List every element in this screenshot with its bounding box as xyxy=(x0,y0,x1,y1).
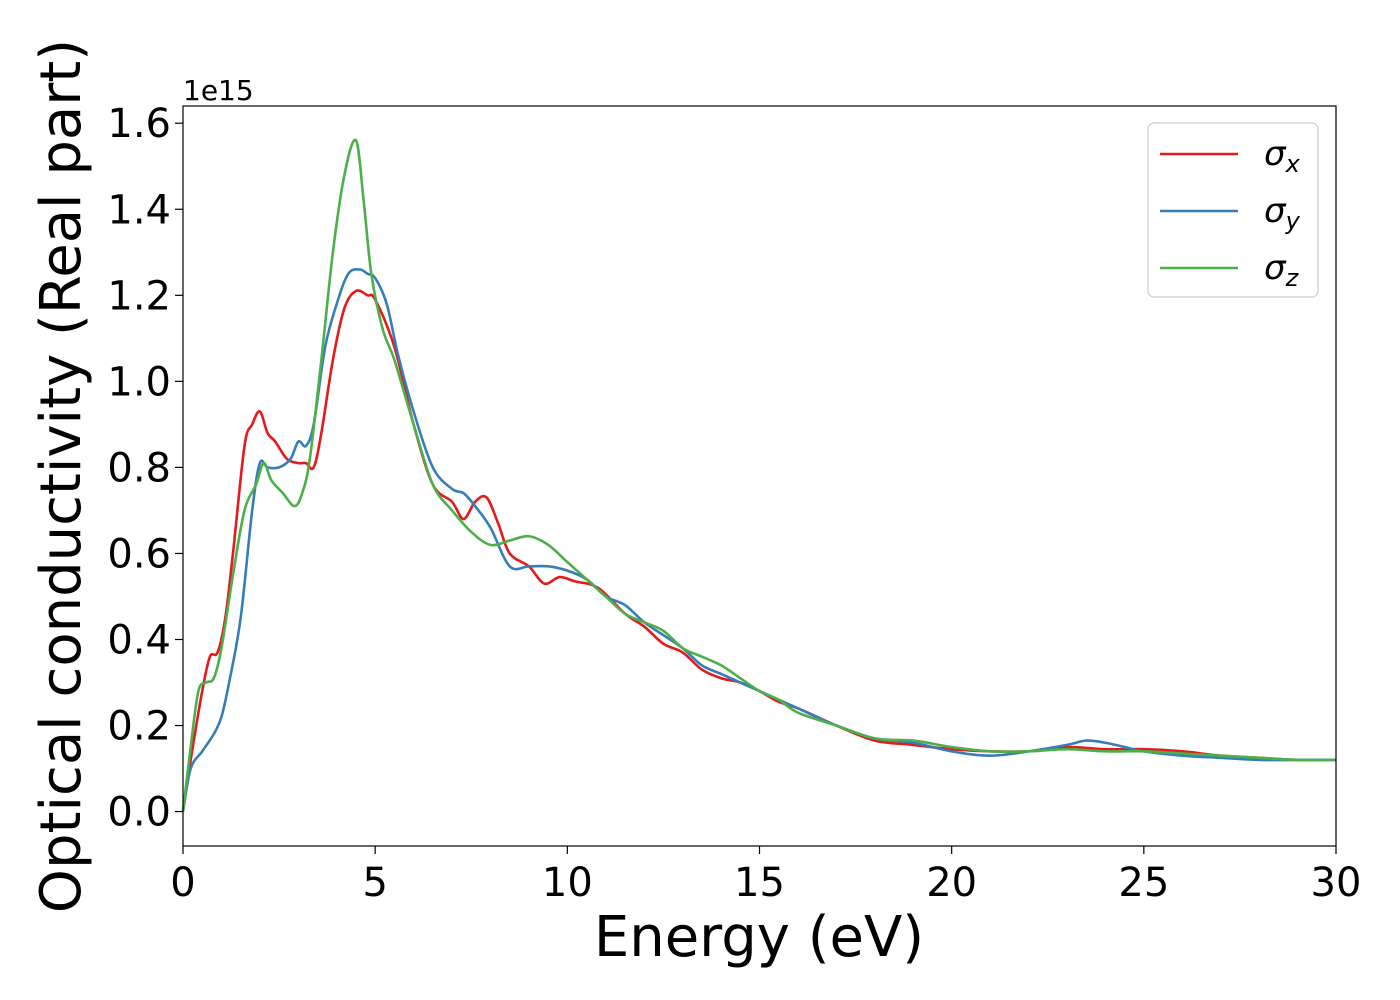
y-axis-title: Optical conductivity (Real part) xyxy=(29,39,94,913)
x-tick-label: 20 xyxy=(926,860,977,906)
x-tick-label: 30 xyxy=(1311,860,1362,906)
y-tick-label: 0.4 xyxy=(107,617,171,663)
x-tick-label: 10 xyxy=(542,860,593,906)
y-tick-label: 1.4 xyxy=(107,187,171,233)
y-tick-label: 1.0 xyxy=(107,359,171,405)
y-tick-label: 0.2 xyxy=(107,704,171,750)
y-tick-label: 0.0 xyxy=(107,790,171,836)
x-tick-label: 15 xyxy=(734,860,785,906)
x-tick-label: 25 xyxy=(1118,860,1169,906)
series-layer xyxy=(181,138,1337,812)
x-tick-label: 5 xyxy=(362,860,387,906)
y-axis: 0.0 0.2 0.4 0.6 0.8 1.0 1.2 1.4 1.6 xyxy=(107,101,183,836)
x-axis: 0 5 10 15 20 25 30 xyxy=(170,846,1361,906)
x-tick-label: 0 xyxy=(170,860,195,906)
legend-label-z: σz xyxy=(1264,248,1300,292)
y-offset-label: 1e15 xyxy=(183,74,254,107)
legend-label-x: σx xyxy=(1264,134,1301,178)
series-line-x xyxy=(181,289,1337,812)
y-tick-label: 1.2 xyxy=(107,273,171,319)
y-tick-label: 0.8 xyxy=(107,445,171,491)
y-tick-label: 0.6 xyxy=(107,531,171,577)
x-axis-title: Energy (eV) xyxy=(594,905,924,970)
series-line-z xyxy=(181,138,1337,812)
legend-label-y: σy xyxy=(1264,191,1301,235)
legend: σx σy σz xyxy=(1147,122,1319,298)
y-tick-label: 1.6 xyxy=(107,101,171,147)
